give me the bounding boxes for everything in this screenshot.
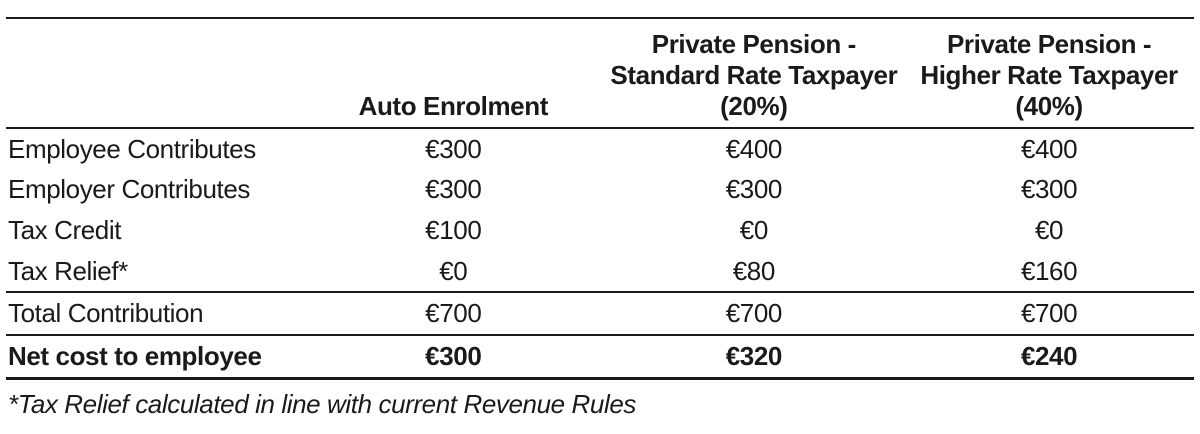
cell-value: €80 — [732, 255, 776, 286]
cell-value: €0 — [739, 215, 769, 245]
row-label: Total Contribution — [6, 291, 303, 335]
header-private-pension-higher: Private Pension - Higher Rate Taxpayer (… — [904, 17, 1194, 129]
cell-value: €0 — [1035, 215, 1064, 245]
pension-comparison-table: Auto Enrolment Private Pension - Standar… — [6, 17, 1194, 380]
table-body: Employee Contributes €300 €400 €400 Empl… — [6, 128, 1194, 380]
cell-value: €100 — [425, 215, 482, 245]
table-row-tax-relief: Tax Relief* €0 €80 €160 — [6, 251, 1194, 292]
header-private-pension-standard: Private Pension - Standard Rate Taxpayer… — [603, 17, 905, 129]
row-label: Tax Relief* — [8, 255, 128, 286]
cell-value: €300 — [1020, 174, 1078, 204]
header-higher-line-2: Higher Rate Taxpayer — [920, 60, 1178, 90]
cell-value: €300 — [425, 133, 482, 164]
row-label: Net cost to employee — [6, 334, 303, 380]
header-higher-line-3: (40%) — [1015, 91, 1083, 121]
row-label: Employee Contributes — [8, 133, 256, 164]
cell-value: €700 — [904, 291, 1194, 335]
cell-value: €240 — [904, 334, 1194, 380]
table-header: Auto Enrolment Private Pension - Standar… — [6, 17, 1194, 129]
cell-value: €400 — [725, 133, 783, 164]
cell-value: €400 — [1020, 133, 1078, 164]
header-row: Auto Enrolment Private Pension - Standar… — [6, 17, 1194, 129]
cell-value: €700 — [303, 291, 604, 335]
table-row-employer-contributes: Employer Contributes €300 €300 €300 — [6, 169, 1194, 210]
table-row-employee-contributes: Employee Contributes €300 €400 €400 — [6, 128, 1194, 169]
header-standard-line-3: (20%) — [720, 91, 788, 121]
cell-value: €0 — [439, 255, 468, 286]
header-auto-enrolment-label: Auto Enrolment — [358, 91, 549, 121]
header-auto-enrolment: Auto Enrolment — [303, 17, 604, 129]
cell-value: €300 — [425, 174, 482, 204]
cell-value: €160 — [1020, 255, 1078, 286]
table-row-total-contribution: Total Contribution €700 €700 €700 — [6, 291, 1194, 335]
header-standard-line-2: Standard Rate Taxpayer — [610, 60, 898, 90]
header-empty-cell — [6, 17, 303, 129]
cell-value: €300 — [725, 174, 783, 204]
cell-value: €700 — [603, 291, 905, 335]
row-label: Tax Credit — [8, 215, 122, 245]
cell-value: €320 — [603, 334, 905, 380]
table-row-tax-credit: Tax Credit €100 €0 €0 — [6, 210, 1194, 251]
tax-relief-footnote: *Tax Relief calculated in line with curr… — [8, 388, 637, 419]
header-standard-line-1: Private Pension - — [651, 29, 857, 59]
row-label: Employer Contributes — [8, 174, 250, 204]
header-higher-line-1: Private Pension - — [946, 29, 1152, 59]
table-row-net-cost-to-employee: Net cost to employee €300 €320 €240 — [6, 334, 1194, 380]
cell-value: €300 — [303, 334, 604, 380]
